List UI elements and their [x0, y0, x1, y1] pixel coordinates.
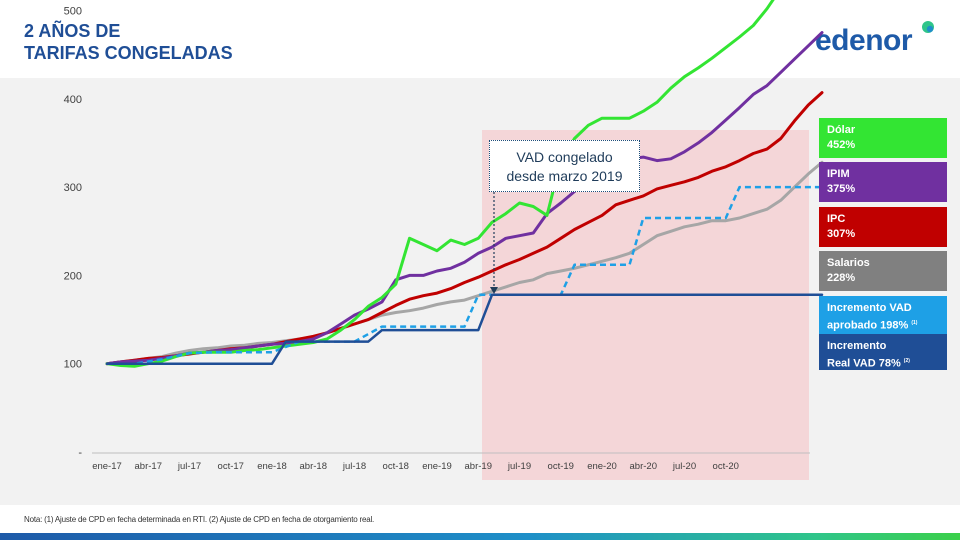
footnote: Nota: (1) Ajuste de CPD en fecha determi…: [24, 515, 375, 524]
series-line-salarios: [105, 160, 824, 366]
legend-item: Incremento VAD aprobado 198% (1): [819, 296, 947, 336]
x-tick-label: ene-19: [422, 461, 452, 472]
legend-item-value: 228%: [827, 272, 856, 284]
x-tick-label: abr-17: [135, 461, 162, 472]
legend-item-name: IPIM: [827, 168, 850, 180]
legend-item-name: Dólar: [827, 124, 856, 136]
series-line-dolar: [105, 0, 775, 368]
x-tick-label: ene-17: [92, 461, 122, 472]
y-tick-label: 200: [64, 270, 82, 282]
x-tick-label: oct-19: [548, 461, 574, 472]
x-tick-label: ene-20: [587, 461, 617, 472]
x-tick-label: oct-18: [383, 461, 409, 472]
legend-item: Dólar 452%: [819, 118, 947, 158]
x-tick-label: abr-18: [300, 461, 327, 472]
title-line-2: TARIFAS CONGELADAS: [24, 43, 233, 63]
x-tick-label: jul-17: [177, 461, 201, 472]
legend-item-value: Real VAD 78% (2): [827, 357, 910, 370]
y-tick-label: -: [78, 447, 82, 459]
legend-item: IPIM 375%: [819, 162, 947, 202]
legend-item-value: 452%: [827, 139, 856, 151]
legend-item-footnote-ref: (1): [911, 320, 918, 326]
legend-item-value: 307%: [827, 228, 856, 240]
logo-dot-icon: [922, 21, 934, 33]
x-tick-label: abr-19: [465, 461, 492, 472]
series-line-vad_real: [105, 293, 824, 365]
vad-annotation-line-2: desde marzo 2019: [506, 168, 623, 184]
legend-item-footnote-ref: (2): [903, 358, 910, 364]
x-tick-label: jul-20: [672, 461, 696, 472]
legend-item-name: Incremento VAD: [827, 302, 912, 314]
legend-item-value: aprobado 198% (1): [827, 319, 918, 332]
legend-item: Incremento Real VAD 78% (2): [819, 334, 947, 370]
bottom-gradient-bar: [0, 533, 960, 540]
vad-annotation: VAD congelado desde marzo 2019: [489, 140, 640, 192]
header: 2 AÑOS DE TARIFAS CONGELADAS edenor: [0, 0, 960, 78]
y-tick-label: 400: [64, 94, 82, 106]
legend-item-value: 375%: [827, 183, 856, 195]
y-tick-label: 300: [64, 182, 82, 194]
page-title: 2 AÑOS DE TARIFAS CONGELADAS: [24, 20, 233, 64]
x-tick-label: jul-19: [507, 461, 531, 472]
legend-item-name: Incremento: [827, 340, 887, 352]
x-tick-label: jul-18: [342, 461, 366, 472]
title-line-1: 2 AÑOS DE: [24, 21, 121, 41]
series-line-ipim: [105, 31, 824, 366]
vad-annotation-line-1: VAD congelado: [516, 149, 613, 165]
legend-item-name: Salarios: [827, 257, 870, 269]
y-tick-label: 100: [64, 359, 82, 371]
legend-item: IPC 307%: [819, 207, 947, 247]
x-tick-label: oct-20: [713, 461, 739, 472]
annotation-arrow-head: [490, 287, 498, 294]
y-tick-label: 500: [64, 6, 82, 18]
legend-item-name: IPC: [827, 213, 846, 225]
edenor-logo: edenor: [815, 24, 913, 57]
x-tick-label: ene-18: [257, 461, 287, 472]
series-line-vad_aprobado: [107, 185, 822, 365]
x-tick-label: abr-20: [630, 461, 657, 472]
x-tick-label: oct-17: [218, 461, 244, 472]
legend-item: Salarios 228%: [819, 251, 947, 291]
